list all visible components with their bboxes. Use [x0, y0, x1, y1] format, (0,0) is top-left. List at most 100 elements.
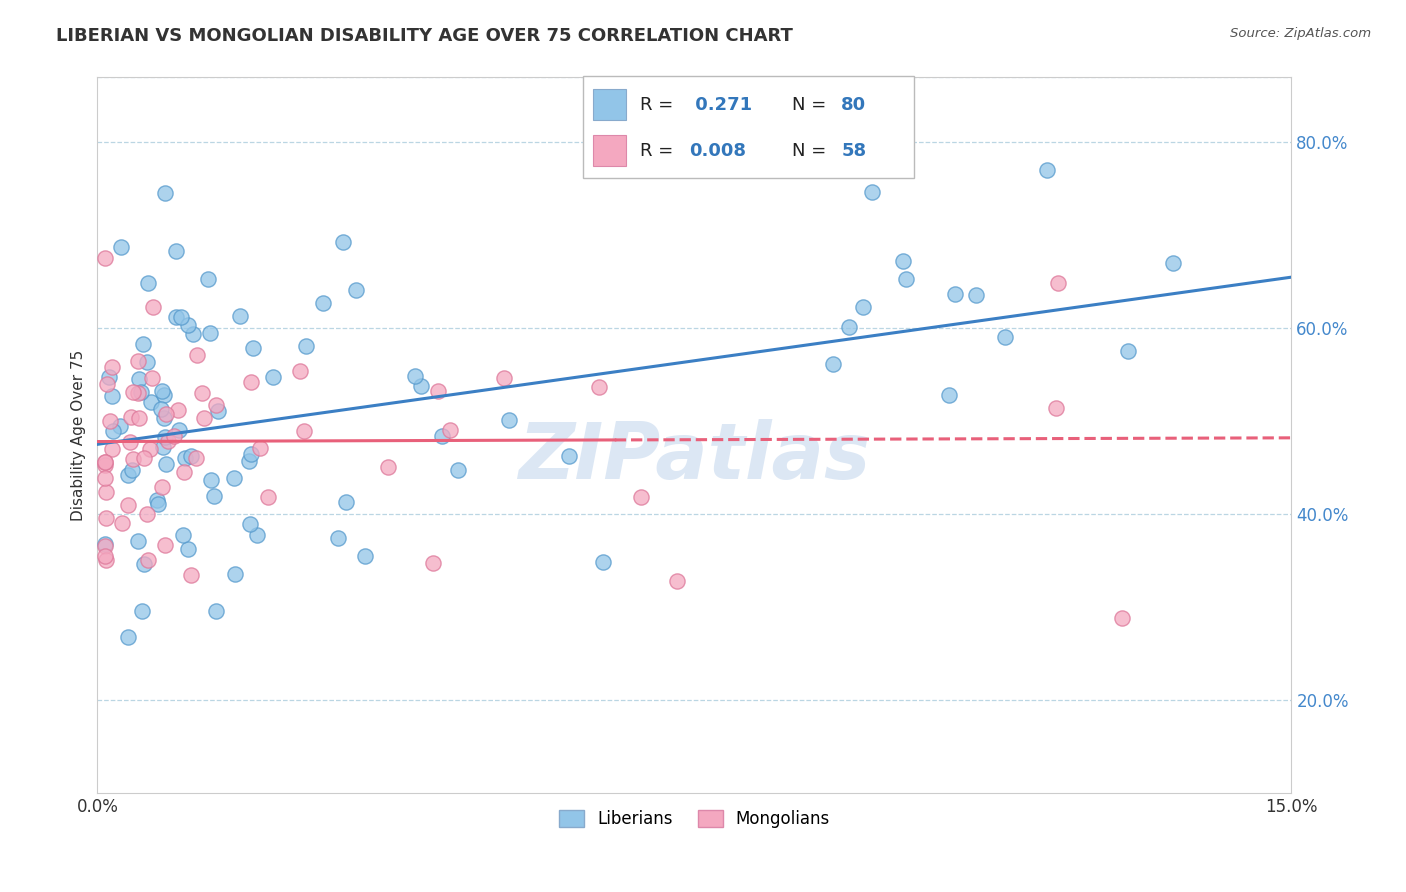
Point	[110, 240, 132, 254]
Point	[117, 468, 139, 483]
Point	[202, 489, 225, 503]
Point	[121, 451, 143, 466]
FancyBboxPatch shape	[593, 89, 627, 120]
Point	[177, 318, 200, 332]
Point	[94, 553, 117, 567]
Point	[155, 408, 177, 422]
Point	[139, 394, 162, 409]
Point	[118, 434, 141, 449]
Point	[191, 385, 214, 400]
Point	[427, 384, 450, 398]
Point	[132, 450, 155, 465]
Point	[132, 558, 155, 572]
Point	[1161, 256, 1184, 270]
Point	[152, 411, 174, 425]
Point	[665, 574, 688, 589]
Text: R =: R =	[640, 95, 679, 113]
Point	[246, 527, 269, 541]
Point	[239, 516, 262, 531]
Point	[821, 357, 844, 371]
Point	[630, 490, 652, 504]
Text: 0.008: 0.008	[689, 142, 747, 160]
Point	[94, 458, 117, 472]
Point	[1116, 343, 1139, 358]
Point	[860, 186, 883, 200]
Point	[492, 371, 515, 385]
Point	[239, 376, 262, 390]
Point	[94, 251, 117, 265]
Point	[94, 484, 117, 499]
Point	[377, 460, 399, 475]
Point	[128, 411, 150, 425]
Point	[153, 430, 176, 444]
FancyBboxPatch shape	[593, 136, 627, 166]
Point	[197, 272, 219, 286]
Point	[353, 549, 375, 563]
Y-axis label: Disability Age Over 75: Disability Age Over 75	[72, 350, 86, 521]
Point	[153, 538, 176, 552]
Point	[193, 411, 215, 425]
Point	[94, 540, 117, 554]
Point	[1046, 276, 1069, 290]
Point	[181, 327, 204, 342]
Point	[117, 630, 139, 644]
Text: N =: N =	[792, 95, 831, 113]
Point	[94, 455, 117, 469]
Point	[180, 568, 202, 582]
Point	[205, 398, 228, 412]
Point	[163, 428, 186, 442]
Point	[222, 470, 245, 484]
Text: LIBERIAN VS MONGOLIAN DISABILITY AGE OVER 75 CORRELATION CHART: LIBERIAN VS MONGOLIAN DISABILITY AGE OVE…	[56, 27, 793, 45]
Text: ZIPatlas: ZIPatlas	[519, 418, 870, 494]
Text: 80: 80	[841, 95, 866, 113]
Point	[146, 493, 169, 508]
Point	[177, 542, 200, 557]
Point	[295, 338, 318, 352]
Point	[111, 516, 134, 530]
Point	[439, 423, 461, 437]
Point	[228, 310, 250, 324]
Point	[1111, 611, 1133, 625]
Point	[430, 429, 453, 443]
Text: Source: ZipAtlas.com: Source: ZipAtlas.com	[1230, 27, 1371, 40]
Point	[98, 414, 121, 428]
Point	[894, 272, 917, 286]
Point	[172, 527, 194, 541]
Point	[155, 186, 177, 201]
Point	[852, 300, 875, 314]
Point	[838, 320, 860, 334]
Point	[938, 388, 960, 402]
Point	[186, 348, 208, 362]
Point	[173, 450, 195, 465]
Point	[94, 549, 117, 564]
Point	[117, 498, 139, 512]
Point	[422, 556, 444, 570]
Point	[257, 490, 280, 504]
Point	[127, 386, 149, 401]
Point	[139, 442, 162, 456]
Point	[262, 370, 284, 384]
Point	[167, 403, 190, 417]
Text: 58: 58	[841, 142, 866, 160]
Point	[1036, 163, 1059, 178]
Point	[94, 471, 117, 485]
Point	[120, 410, 142, 425]
Point	[127, 354, 149, 368]
Point	[155, 457, 177, 471]
Point	[141, 371, 163, 385]
Point	[344, 284, 367, 298]
Point	[240, 447, 263, 461]
Point	[132, 337, 155, 351]
Point	[180, 450, 202, 464]
Text: R =: R =	[640, 142, 679, 160]
Point	[891, 253, 914, 268]
Point	[101, 359, 124, 374]
Point	[142, 300, 165, 314]
Point	[588, 380, 610, 394]
Point	[94, 511, 117, 525]
Point	[165, 244, 187, 259]
Point	[994, 330, 1017, 344]
Point	[335, 495, 357, 509]
Point	[146, 497, 169, 511]
Point	[326, 531, 349, 545]
